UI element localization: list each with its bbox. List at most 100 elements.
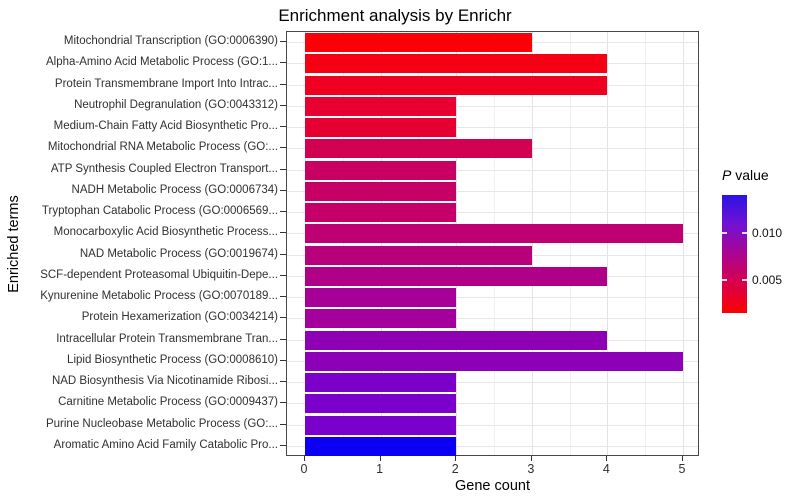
y-tick-mark <box>280 41 286 43</box>
y-axis-label: Aromatic Amino Acid Family Catabolic Pro… <box>53 438 278 451</box>
y-axis-label: NAD Biosynthesis Via Nicotinamide Ribosi… <box>51 375 278 387</box>
x-tick-label: 5 <box>678 462 686 476</box>
x-tick-mark <box>682 456 683 461</box>
legend-tick-mark <box>722 278 727 281</box>
bar <box>305 224 683 244</box>
bar <box>305 288 457 308</box>
colorbar-legend: P value 0.010 0.005 <box>722 167 800 313</box>
horizontal-gridline <box>287 105 698 107</box>
bar <box>305 96 457 116</box>
x-tick-mark <box>304 456 305 461</box>
y-axis-label: Protein Transmembrane Import Into Intrac… <box>54 77 278 90</box>
y-axis-label: ATP Synthesis Coupled Electron Transport… <box>50 162 278 175</box>
legend-tick-mark <box>722 232 727 235</box>
legend-title-rest: value <box>731 167 769 183</box>
bar <box>305 330 608 350</box>
pvalue-gradient-bar <box>722 195 747 313</box>
x-tick-mark <box>455 456 457 461</box>
vertical-gridline <box>494 32 495 455</box>
x-tick-label: 4 <box>602 462 610 476</box>
y-tick-mark <box>280 83 286 85</box>
x-tick-label: 2 <box>451 462 459 476</box>
y-axis-label: Protein Hexamerization (GO:0034214) <box>81 311 278 324</box>
horizontal-gridline <box>287 127 698 129</box>
y-tick-mark <box>280 104 286 106</box>
y-axis-label: Mitochondrial RNA Metabolic Process (GO:… <box>47 141 278 154</box>
bar <box>305 33 532 53</box>
x-tick-label: 0 <box>300 462 308 476</box>
x-tick-label: 3 <box>527 462 535 476</box>
x-tick-mark <box>606 456 608 461</box>
y-axis-labels: Mitochondrial Transcription (GO:0006390)… <box>0 31 278 456</box>
chart-title: Enrichment analysis by Enrichr <box>278 6 512 25</box>
bar <box>305 139 532 159</box>
legend-tick-mark <box>742 278 747 281</box>
bar <box>305 394 457 414</box>
legend-tick-label: 0.010 <box>752 226 783 241</box>
horizontal-gridline <box>287 424 698 426</box>
bar <box>305 75 608 95</box>
x-axis-title: Gene count <box>455 478 530 494</box>
horizontal-gridline <box>287 212 698 214</box>
horizontal-gridline <box>287 318 698 320</box>
y-axis-tick-marks <box>280 31 286 456</box>
vertical-gridline <box>569 32 571 455</box>
y-tick-mark <box>280 317 286 319</box>
vertical-gridline <box>683 32 684 455</box>
plot-panel <box>286 31 699 456</box>
y-tick-mark <box>280 62 286 64</box>
legend-title-italic: P <box>722 167 732 183</box>
y-tick-mark <box>280 381 286 383</box>
y-tick-mark <box>280 232 286 234</box>
vertical-gridline <box>456 32 458 455</box>
y-tick-mark <box>280 189 286 191</box>
bar <box>305 54 608 74</box>
y-axis-label: NADH Metabolic Process (GO:0006734) <box>71 183 278 196</box>
y-tick-mark <box>280 168 286 170</box>
legend-tick-label: 0.005 <box>752 272 783 287</box>
y-tick-mark <box>280 402 286 404</box>
y-tick-mark <box>280 423 286 425</box>
horizontal-gridline <box>287 297 698 299</box>
y-tick-mark <box>280 253 286 255</box>
vertical-gridline <box>531 32 533 455</box>
x-tick-label: 1 <box>376 462 384 476</box>
y-axis-label: SCF-dependent Proteasomal Ubiquitin-Depe… <box>40 268 278 281</box>
vertical-gridline <box>380 32 382 455</box>
y-tick-mark <box>280 338 286 340</box>
y-tick-mark <box>280 126 286 128</box>
bar <box>305 415 457 435</box>
vertical-gridline <box>418 32 420 455</box>
horizontal-gridline <box>287 382 698 384</box>
y-tick-mark <box>280 296 286 298</box>
y-axis-label: Medium-Chain Fatty Acid Biosynthetic Pro… <box>53 120 278 132</box>
x-tick-mark <box>530 456 532 461</box>
bar <box>305 266 608 286</box>
x-tick-mark <box>379 456 381 461</box>
y-tick-mark <box>280 274 286 276</box>
legend-title: P value <box>722 167 800 183</box>
y-axis-label: Monocarboxylic Acid Biosynthetic Process… <box>53 226 278 239</box>
vertical-gridline <box>645 32 647 455</box>
horizontal-gridline <box>287 190 698 192</box>
bar <box>305 373 457 393</box>
y-axis-label: Carnitine Metabolic Process (GO:0009437) <box>58 396 278 409</box>
vertical-gridline <box>305 32 306 455</box>
y-axis-label: Kynurenine Metabolic Process (GO:0070189… <box>40 290 278 302</box>
y-axis-label: Alpha-Amino Acid Metabolic Process (GO:1… <box>45 56 278 69</box>
y-axis-label: Lipid Biosynthetic Process (GO:0008610) <box>67 353 278 366</box>
bar <box>305 309 457 329</box>
horizontal-gridline <box>287 403 698 405</box>
horizontal-gridline <box>287 445 698 447</box>
y-tick-mark <box>280 444 286 446</box>
y-axis-label: Neutrophil Degranulation (GO:0043312) <box>74 98 278 111</box>
vertical-gridline <box>342 32 344 455</box>
vertical-gridline <box>607 32 609 455</box>
y-tick-mark <box>280 211 286 213</box>
bar <box>305 118 457 138</box>
bar <box>305 160 457 180</box>
y-axis-label: Mitochondrial Transcription (GO:0006390) <box>63 35 278 47</box>
bar <box>305 436 457 456</box>
bar <box>305 351 683 371</box>
